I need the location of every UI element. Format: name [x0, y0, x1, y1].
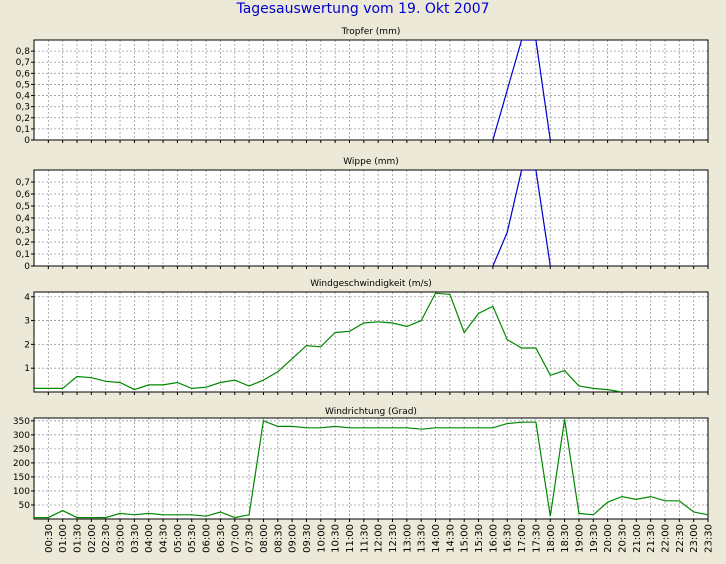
series-line — [34, 292, 623, 392]
y-tick-label: 0,2 — [16, 238, 30, 248]
x-tick-label: 05:30 — [187, 524, 198, 553]
x-tick-label: 13:30 — [417, 524, 428, 553]
x-tick-label: 04:00 — [144, 524, 155, 553]
y-tick-label: 2 — [24, 340, 30, 350]
x-tick-label: 03:00 — [116, 524, 127, 553]
x-tick-label: 19:30 — [589, 524, 600, 553]
y-tick-label: 4 — [24, 293, 30, 303]
x-tick-label: 22:30 — [675, 524, 686, 553]
x-tick-label: 07:30 — [245, 524, 256, 553]
series-line — [34, 419, 708, 519]
y-tick-label: 50 — [19, 501, 31, 511]
plot-frame — [33, 169, 709, 267]
y-tick-label: 0,4 — [16, 92, 31, 102]
page-title: Tagesauswertung vom 19. Okt 2007 — [236, 1, 490, 17]
series-line — [492, 170, 551, 266]
x-tick-label: 19:00 — [574, 524, 585, 553]
x-tick-label: 09:30 — [302, 524, 313, 553]
chart-panel-1: 0 0,1 0,2 0,3 0,4 0,5 0,6 0,7 Wippe (mm) — [16, 157, 709, 272]
x-tick-label: 18:30 — [560, 524, 571, 553]
x-tick-label: 08:30 — [273, 524, 284, 553]
y-tick-label: 250 — [13, 445, 30, 455]
x-tick-label: 07:00 — [230, 524, 241, 553]
x-tick-label: 10:00 — [316, 524, 327, 553]
plot-background — [34, 292, 708, 392]
chart-panel-0: 00,10,20,30,4 0,50,60,70,8 Tropfer (mm) — [16, 27, 709, 146]
y-tick-label: 0,6 — [16, 69, 31, 79]
y-tick-label: 0,6 — [16, 190, 31, 200]
x-tick-label: 21:00 — [632, 524, 643, 553]
x-tick-label: 01:30 — [73, 524, 84, 553]
y-tick-label: 1 — [24, 364, 30, 374]
y-tick-label: 0 — [24, 262, 30, 272]
x-tick-label: 23:30 — [704, 524, 715, 553]
x-tick-label: 12:00 — [374, 524, 385, 553]
series-line — [492, 40, 551, 140]
y-tick-label: 0,4 — [16, 214, 31, 224]
x-tick-label: 02:30 — [101, 524, 112, 553]
chart-panel-3: 50 100 150 200 250 300 350 Windrichtung (Grad) — [13, 407, 709, 522]
x-tick-label: 20:30 — [618, 524, 629, 553]
x-tick-label: 02:00 — [87, 524, 98, 553]
x-tick-label: 09:00 — [288, 524, 299, 553]
chart-panel-2: 1 2 3 4 Windgeschwindigkeit (m/s) — [24, 279, 709, 395]
y-tick-label: 0,5 — [16, 202, 30, 212]
y-tick-label: 0,7 — [16, 178, 30, 188]
y-tick-label: 0,8 — [16, 47, 31, 57]
x-tick-label: 21:30 — [646, 524, 657, 553]
x-tick-label: 00:30 — [44, 524, 55, 553]
x-tick-label: 03:30 — [130, 524, 141, 553]
y-tick-label: 0,7 — [16, 58, 30, 68]
y-tick-label: 100 — [13, 487, 30, 497]
plot-background — [34, 418, 708, 519]
chart-title: Windrichtung (Grad) — [325, 407, 417, 417]
x-tick-label: 08:00 — [259, 524, 270, 553]
x-axis-labels: 00:30 01:00 01:30 02:00 02:30 03:00 03:30 04:00… — [44, 524, 715, 553]
x-tick-label: 13:00 — [402, 524, 413, 553]
x-tick-label: 15:00 — [460, 524, 471, 553]
y-tick-label: 3 — [24, 317, 30, 327]
plot-frame — [33, 417, 709, 520]
y-tick-label: 0,1 — [16, 250, 30, 260]
x-tick-label: 06:30 — [216, 524, 227, 553]
x-tick-label: 11:00 — [345, 524, 356, 553]
plot-frame — [33, 291, 709, 393]
x-tick-label: 10:30 — [331, 524, 342, 553]
x-tick-label: 17:30 — [531, 524, 542, 553]
y-tick-label: 0,2 — [16, 114, 30, 124]
chart-title: Windgeschwindigkeit (m/s) — [310, 279, 432, 289]
chart-title: Wippe (mm) — [343, 157, 399, 167]
y-tick-label: 0,3 — [16, 103, 30, 113]
x-tick-label: 23:00 — [689, 524, 700, 553]
y-tick-label: 350 — [13, 417, 30, 427]
x-tick-label: 20:00 — [603, 524, 614, 553]
chart-title: Tropfer (mm) — [341, 27, 401, 37]
x-tick-label: 14:00 — [431, 524, 442, 553]
y-tick-label: 0 — [24, 136, 30, 146]
y-tick-label: 200 — [13, 459, 30, 469]
y-tick-label: 0,5 — [16, 80, 30, 90]
x-tick-label: 16:00 — [488, 524, 499, 553]
y-tick-label: 0,1 — [16, 125, 30, 135]
x-tick-label: 12:30 — [388, 524, 399, 553]
plot-frame — [33, 39, 709, 141]
x-tick-label: 18:00 — [546, 524, 557, 553]
x-tick-label: 22:00 — [661, 524, 672, 553]
x-tick-label: 16:30 — [503, 524, 514, 553]
x-tick-label: 15:30 — [474, 524, 485, 553]
y-tick-label: 300 — [13, 431, 30, 441]
x-tick-label: 04:30 — [159, 524, 170, 553]
x-tick-label: 05:00 — [173, 524, 184, 553]
plot-background — [34, 40, 708, 140]
y-tick-label: 0,3 — [16, 226, 30, 236]
x-tick-label: 01:00 — [58, 524, 69, 553]
x-tick-label: 06:00 — [202, 524, 213, 553]
x-tick-label: 11:30 — [359, 524, 370, 553]
x-tick-label: 14:30 — [445, 524, 456, 553]
x-tick-label: 17:00 — [517, 524, 528, 553]
y-tick-label: 150 — [13, 473, 30, 483]
